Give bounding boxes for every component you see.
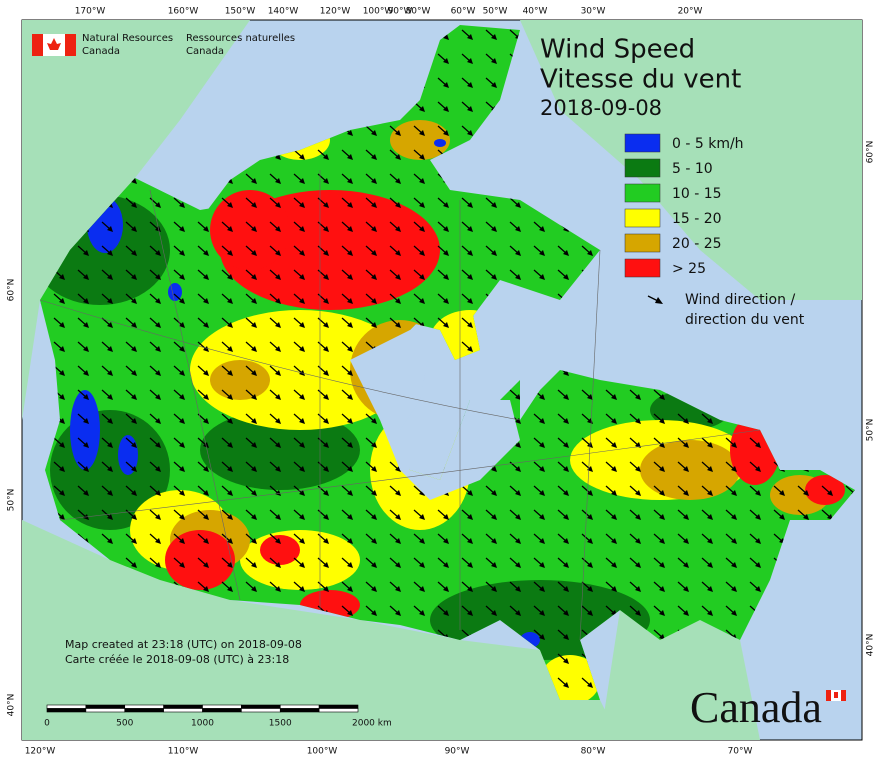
scale-label: 1000 xyxy=(191,719,214,729)
wordmark-leaf xyxy=(834,692,838,698)
longitude-label: 120°W xyxy=(25,747,56,757)
legend-label: 5 - 10 xyxy=(672,161,713,177)
scale-segment xyxy=(318,708,359,713)
latitude-label: 60°N xyxy=(866,141,876,164)
wordmark-flag-band xyxy=(841,690,846,701)
latitude-label: 50°N xyxy=(7,489,17,512)
scale-segment xyxy=(202,708,242,713)
legend-swatch xyxy=(624,208,661,228)
legend-swatch xyxy=(624,158,661,178)
wordmark-flag-band xyxy=(826,690,831,701)
logo-text: Canada xyxy=(82,46,120,57)
scale-segment xyxy=(46,704,87,709)
latitude-label: 50°N xyxy=(866,419,876,442)
longitude-label: 120°W xyxy=(320,7,351,17)
scale-label: 2000 km xyxy=(352,719,392,729)
longitude-label: 80°W xyxy=(406,7,431,17)
legend-label: 15 - 20 xyxy=(672,211,722,227)
longitude-label: 160°W xyxy=(168,7,199,17)
note: Carte créée le 2018-09-08 (UTC) à 23:18 xyxy=(65,653,289,666)
scale-segment xyxy=(318,704,359,709)
legend-label: 20 - 25 xyxy=(672,236,722,252)
longitude-label: 30°W xyxy=(581,7,606,17)
logo-flag-band xyxy=(65,34,76,56)
scale-label: 0 xyxy=(44,719,50,729)
longitude-label: 100°W xyxy=(363,7,394,17)
date: 2018-09-08 xyxy=(540,96,662,120)
wordmark: Canada xyxy=(690,683,822,732)
scale-segment xyxy=(202,704,242,709)
title: Wind Speed xyxy=(540,35,695,65)
scale-segment xyxy=(279,704,320,709)
logo-leaf xyxy=(47,38,61,50)
longitude-label: 90°W xyxy=(445,747,470,757)
longitude-label: 140°W xyxy=(268,7,299,17)
logo-text: Canada xyxy=(186,46,224,57)
scale-segment xyxy=(85,704,126,709)
scale-segment xyxy=(46,708,87,713)
longitude-label: 50°W xyxy=(483,7,508,17)
scale-segment xyxy=(163,704,203,709)
logo-flag-band xyxy=(32,34,43,56)
scale-label: 1500 xyxy=(269,719,292,729)
scale-segment xyxy=(124,708,164,713)
graticule xyxy=(39,170,761,641)
scale-segment xyxy=(163,708,203,713)
longitude-label: 60°W xyxy=(451,7,476,17)
logo-text: Natural Resources xyxy=(82,33,173,44)
latitude-label: 40°N xyxy=(7,694,17,717)
legend-label: Wind direction / xyxy=(685,292,795,308)
legend-swatch xyxy=(624,233,661,253)
longitude-label: 90°W xyxy=(388,7,413,17)
legend-swatch xyxy=(624,183,661,203)
legend-label: 0 - 5 km/h xyxy=(672,136,744,152)
longitude-label: 170°W xyxy=(75,7,106,17)
latitude-label: 40°N xyxy=(866,634,876,657)
legend-label: > 25 xyxy=(672,261,706,277)
note: Map created at 23:18 (UTC) on 2018-09-08 xyxy=(65,638,302,651)
title: Vitesse du vent xyxy=(540,65,741,95)
legend-swatch xyxy=(624,258,661,278)
longitude-label: 40°W xyxy=(523,7,548,17)
legend-swatch xyxy=(624,133,661,153)
longitude-label: 100°W xyxy=(307,747,338,757)
longitude-label: 70°W xyxy=(728,747,753,757)
longitude-label: 150°W xyxy=(225,7,256,17)
arrow-swatch xyxy=(655,297,663,304)
scale-segment xyxy=(124,704,164,709)
latitude-label: 60°N xyxy=(7,279,17,302)
longitude-label: 110°W xyxy=(168,747,199,757)
scale-segment xyxy=(85,708,126,713)
scale-segment xyxy=(241,704,281,709)
legend-label: 10 - 15 xyxy=(672,186,722,202)
scale-label: 500 xyxy=(116,719,133,729)
longitude-label: 20°W xyxy=(678,7,703,17)
scale-segment xyxy=(241,708,281,713)
longitude-label: 80°W xyxy=(581,747,606,757)
legend-label: direction du vent xyxy=(685,312,805,328)
logo-text: Ressources naturelles xyxy=(186,33,295,44)
hudson-bay xyxy=(350,330,520,500)
other-land xyxy=(22,20,862,740)
scale-segment xyxy=(279,708,320,713)
scale-bar: 0 500 1000 1500 2000 km xyxy=(44,704,392,729)
